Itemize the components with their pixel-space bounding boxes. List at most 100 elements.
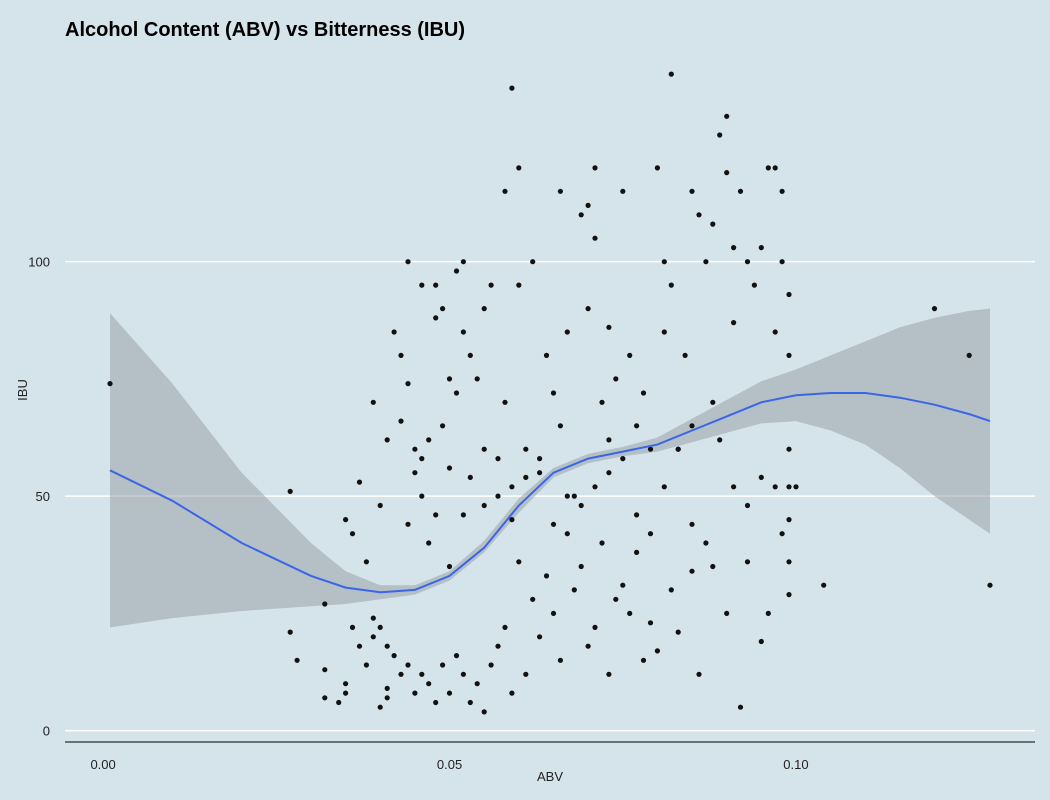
- x-tick-label: 0.05: [437, 757, 462, 772]
- data-point: [349, 531, 356, 537]
- data-point: [440, 306, 446, 312]
- data-point: [446, 376, 453, 382]
- data-point: [571, 493, 577, 499]
- data-point: [384, 643, 390, 649]
- data-point: [460, 671, 466, 677]
- data-point: [419, 671, 425, 677]
- data-point: [363, 662, 369, 668]
- data-point: [543, 573, 550, 579]
- data-point: [467, 699, 473, 706]
- data-point: [356, 643, 363, 649]
- data-point: [661, 484, 667, 490]
- data-point: [592, 624, 598, 631]
- data-point: [440, 423, 446, 429]
- data-point: [426, 437, 432, 443]
- data-point: [516, 559, 522, 565]
- data-point: [571, 587, 577, 593]
- data-point: [398, 671, 404, 677]
- data-point: [647, 446, 654, 452]
- data-point: [627, 610, 633, 617]
- data-point: [481, 502, 487, 509]
- data-point: [398, 352, 404, 358]
- data-point: [481, 306, 487, 312]
- data-point: [377, 502, 383, 509]
- data-point: [343, 681, 349, 687]
- data-point: [453, 390, 460, 396]
- data-point: [287, 629, 293, 635]
- y-tick-label: 50: [36, 489, 50, 504]
- data-point: [426, 540, 432, 546]
- data-point: [717, 437, 723, 443]
- data-point: [405, 259, 411, 265]
- data-point: [322, 667, 328, 673]
- data-point: [592, 484, 598, 490]
- data-point: [460, 512, 466, 518]
- data-point: [703, 259, 709, 265]
- x-ticks: 0.00 0.05 0.10: [90, 757, 808, 772]
- data-point: [377, 704, 383, 710]
- data-point: [675, 629, 681, 635]
- data-point: [744, 502, 751, 509]
- data-point: [640, 657, 647, 663]
- y-tick-label: 100: [28, 255, 50, 270]
- data-point: [779, 259, 785, 265]
- data-point: [786, 517, 792, 523]
- data-point: [731, 245, 737, 251]
- data-point: [502, 399, 508, 405]
- data-point: [772, 165, 778, 171]
- data-point: [689, 423, 695, 429]
- data-point: [377, 624, 383, 631]
- data-point: [433, 282, 439, 288]
- data-point: [710, 399, 716, 405]
- data-point: [530, 596, 536, 602]
- data-point: [627, 352, 633, 358]
- data-point: [592, 235, 598, 241]
- data-point: [419, 456, 425, 462]
- data-point: [322, 601, 328, 607]
- data-point: [668, 282, 674, 288]
- data-point: [786, 446, 792, 452]
- smooth-line: [109, 392, 991, 594]
- data-point: [543, 352, 550, 358]
- data-point: [426, 681, 432, 687]
- data-point: [606, 671, 612, 677]
- data-point: [613, 376, 619, 382]
- data-point: [599, 540, 605, 546]
- data-point: [550, 610, 557, 617]
- data-point: [661, 329, 667, 335]
- data-point: [343, 517, 349, 523]
- data-point: [370, 399, 376, 405]
- data-point: [772, 484, 778, 490]
- data-point: [516, 165, 522, 171]
- data-point: [433, 699, 439, 706]
- data-point: [481, 446, 487, 452]
- data-point: [550, 390, 557, 396]
- data-point: [564, 329, 570, 335]
- data-point: [509, 85, 515, 91]
- data-point: [654, 648, 661, 654]
- data-point: [613, 596, 619, 602]
- data-point: [786, 592, 792, 598]
- data-point: [336, 699, 342, 706]
- data-point: [363, 559, 369, 565]
- data-point: [405, 662, 411, 668]
- data-point: [509, 484, 515, 490]
- data-point: [737, 704, 744, 710]
- data-point: [585, 643, 591, 649]
- data-point: [724, 610, 730, 617]
- data-point: [987, 582, 993, 588]
- data-point: [564, 493, 570, 499]
- data-point: [717, 132, 723, 138]
- confidence-band: [110, 308, 990, 628]
- data-point: [578, 502, 584, 509]
- data-point: [287, 488, 293, 494]
- data-point: [412, 690, 418, 696]
- data-point: [786, 559, 792, 565]
- data-point: [758, 474, 764, 480]
- data-point: [779, 188, 785, 194]
- data-point: [620, 456, 626, 462]
- data-point: [495, 643, 501, 649]
- data-point: [537, 456, 543, 462]
- data-point: [703, 540, 709, 546]
- data-point: [634, 512, 640, 518]
